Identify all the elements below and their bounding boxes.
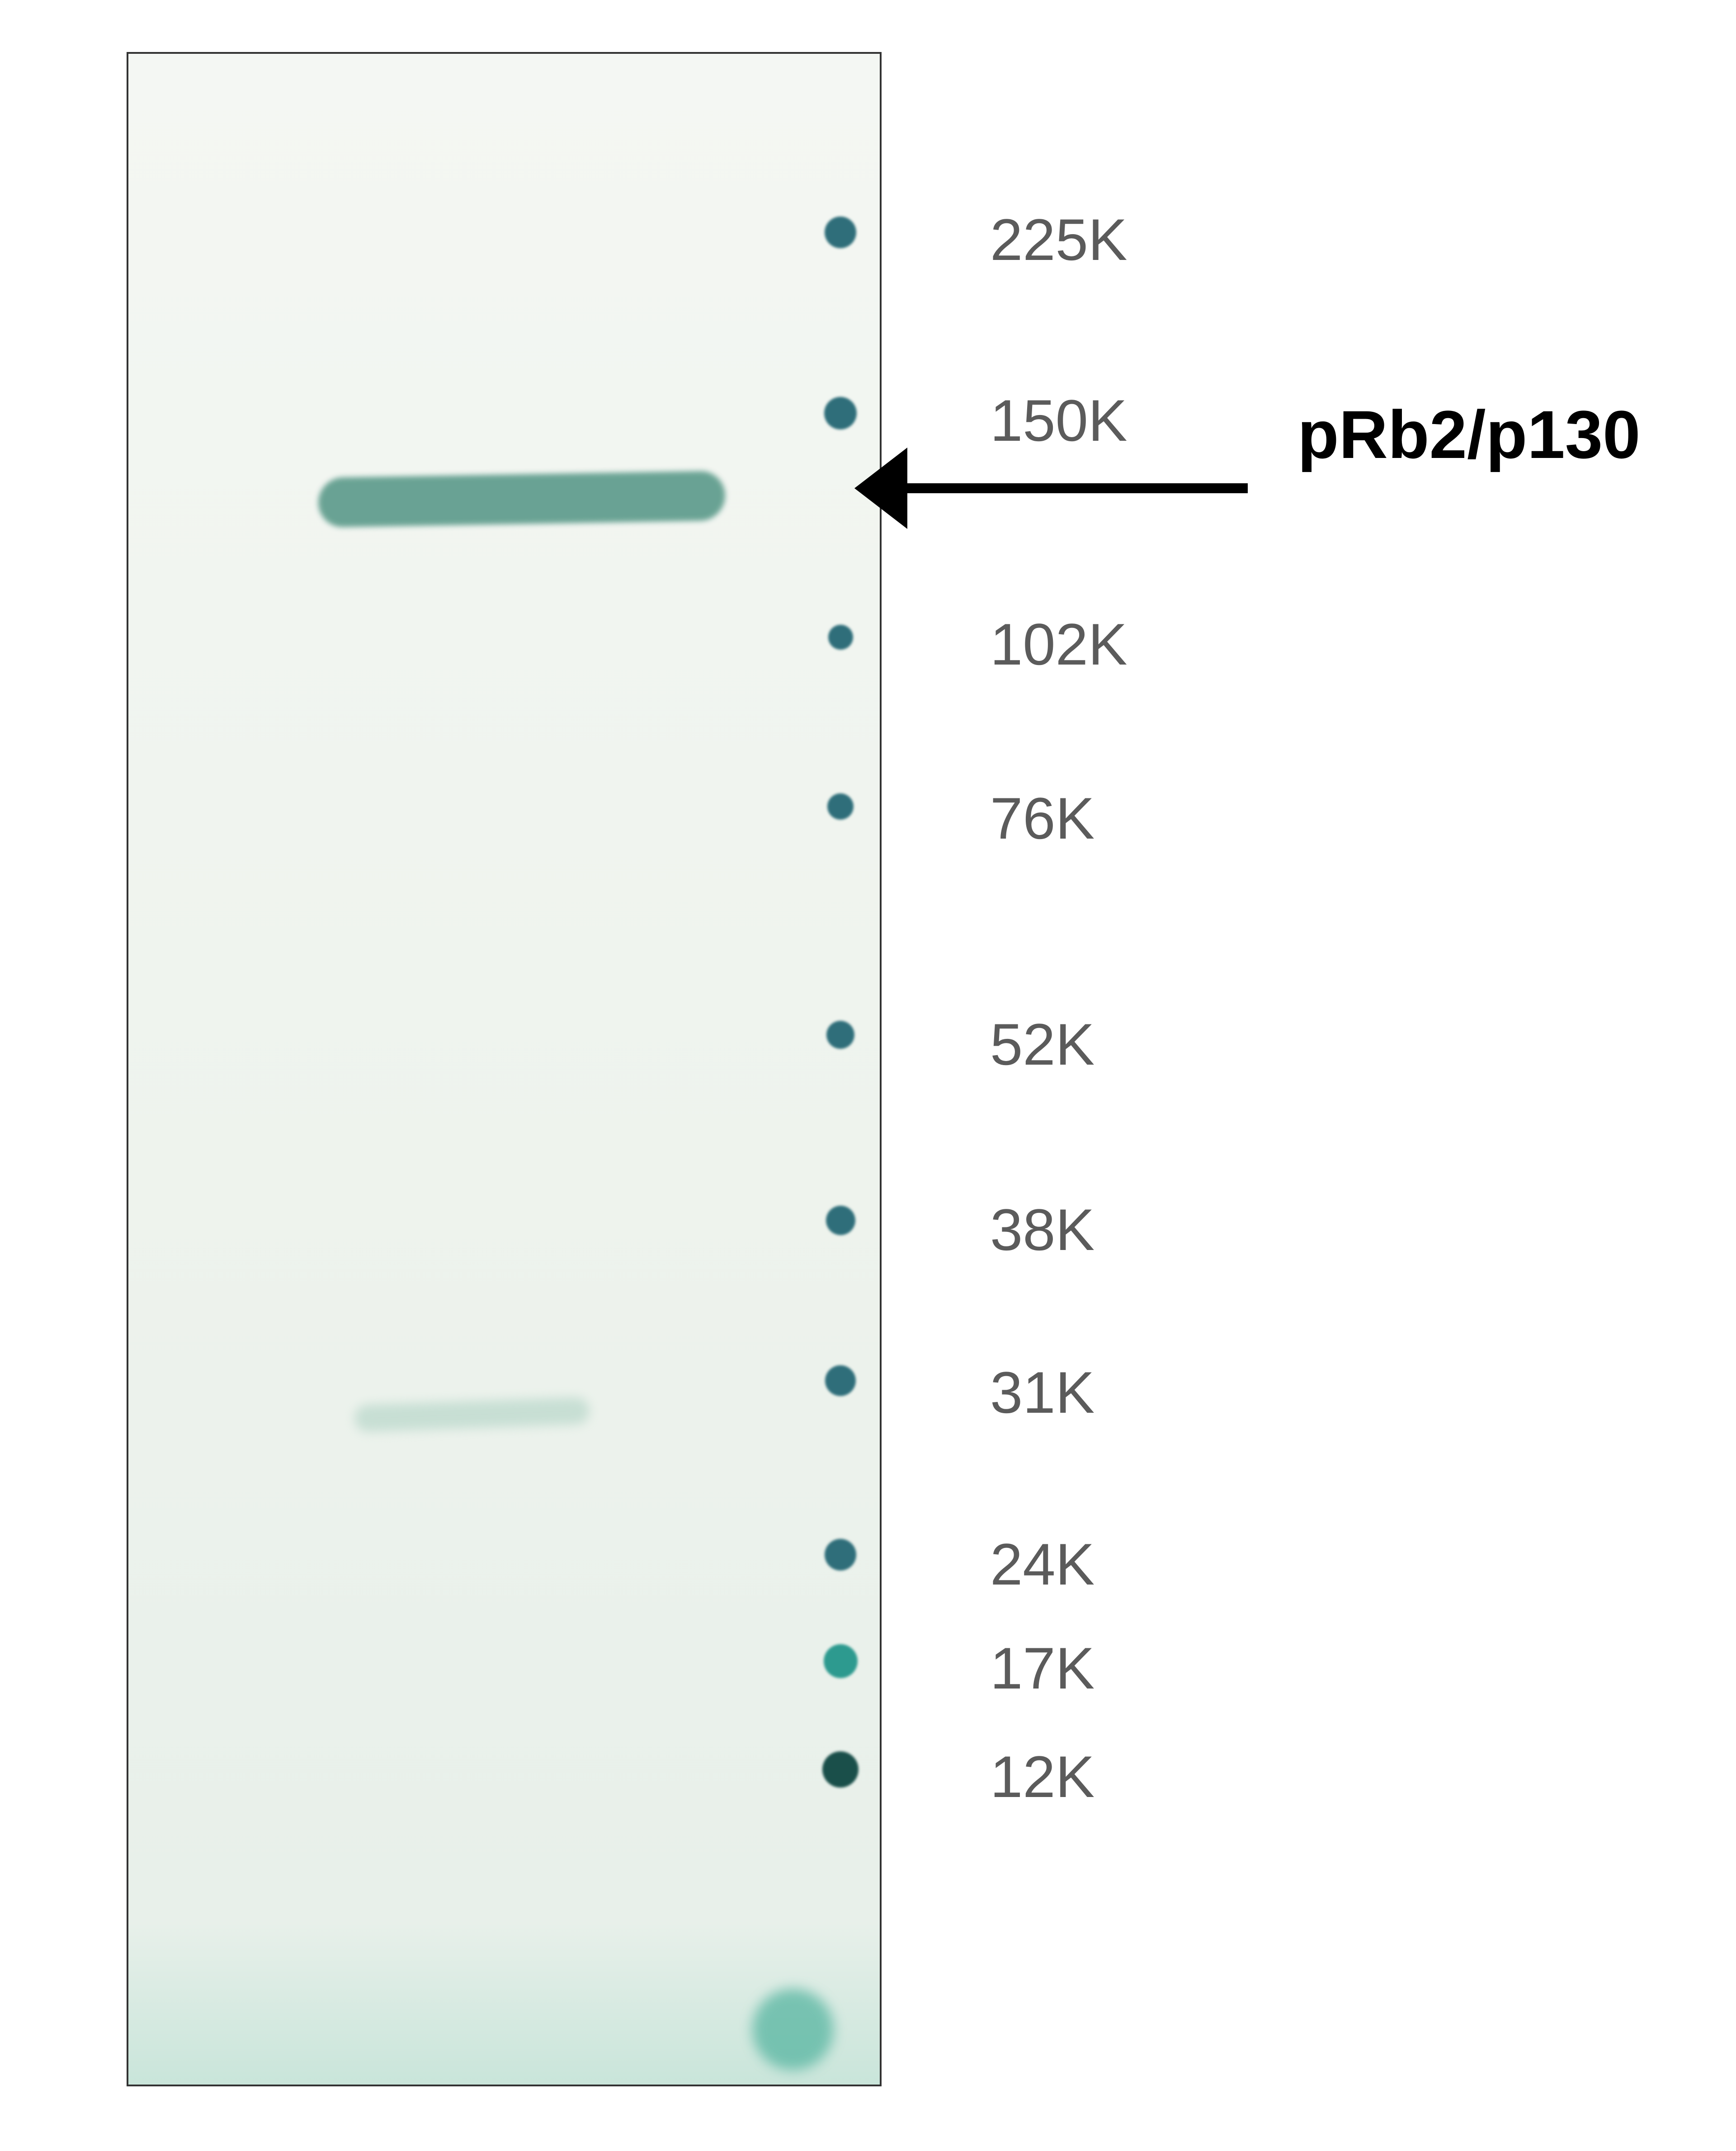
marker-label-9: 12K [990,1743,1094,1811]
protein-annotation-label: pRb2/p130 [1297,396,1641,474]
artifact-bottom [752,1989,834,2070]
marker-dot-3 [827,793,854,820]
marker-dot-0 [825,217,856,248]
membrane-gradient [128,54,880,2085]
marker-label-0: 225K [990,206,1127,274]
blot-membrane [127,52,882,2086]
protein-main-band [318,471,725,528]
figure-viewport: 225K 150K 102K 76K 52K 38K 31K 24K 17K 12K pRb2/p… [0,0,1736,2151]
marker-dot-2 [828,625,853,650]
marker-label-6: 31K [990,1359,1094,1426]
marker-label-8: 17K [990,1634,1094,1702]
marker-label-3: 76K [990,784,1094,852]
marker-dot-5 [826,1206,855,1235]
marker-dot-9 [822,1751,859,1788]
marker-dot-8 [824,1644,858,1678]
marker-label-4: 52K [990,1010,1094,1078]
marker-label-1: 150K [990,387,1127,454]
marker-dot-4 [826,1021,854,1049]
annotation-arrow-line [895,483,1248,493]
marker-dot-6 [825,1365,856,1396]
marker-dot-7 [825,1539,856,1571]
marker-label-7: 24K [990,1530,1094,1598]
annotation-arrow-head [854,448,907,529]
marker-label-2: 102K [990,610,1127,678]
marker-dot-1 [824,397,857,429]
marker-label-5: 38K [990,1196,1094,1264]
